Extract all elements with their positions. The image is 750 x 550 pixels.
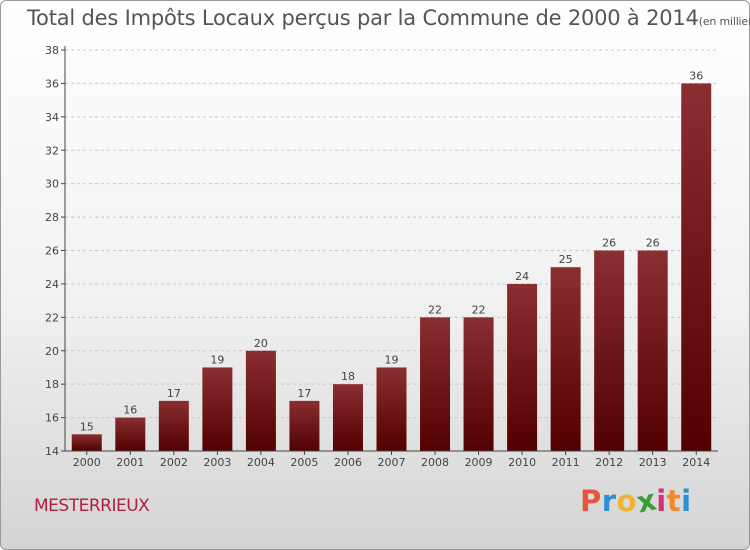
- bar-value-label: 22: [428, 303, 442, 316]
- bar-value-label: 26: [646, 237, 660, 250]
- x-tick-label: 2009: [465, 456, 493, 469]
- y-tick-label: 20: [45, 345, 59, 358]
- bar: [202, 367, 233, 451]
- chart-title: Total des Impôts Locaux perçus par la Co…: [27, 6, 750, 30]
- logo-letter: P: [580, 484, 602, 518]
- unit-label: (en milliers d'€): [698, 15, 750, 28]
- bar-value-label: 19: [385, 353, 399, 366]
- bar-value-label: 36: [689, 69, 703, 82]
- bar-value-label: 16: [123, 404, 137, 417]
- bar: [550, 267, 581, 451]
- x-tick-label: 2002: [160, 456, 188, 469]
- x-tick-label: 2014: [682, 456, 710, 469]
- proxiti-logo: Proxiti: [580, 482, 692, 519]
- bar-value-label: 24: [515, 270, 529, 283]
- y-tick-label: 26: [45, 245, 59, 258]
- x-tick-label: 2012: [595, 456, 623, 469]
- y-tick-label: 28: [45, 211, 59, 224]
- x-tick-label: 2008: [421, 456, 449, 469]
- bar-value-label: 17: [297, 387, 311, 400]
- bar: [245, 350, 276, 451]
- bar: [115, 417, 146, 451]
- y-tick-label: 38: [45, 44, 59, 57]
- bar-value-label: 17: [167, 387, 181, 400]
- bar: [71, 434, 102, 451]
- x-tick-label: 2000: [73, 456, 101, 469]
- bar: [463, 317, 494, 451]
- bar: [289, 400, 320, 451]
- x-tick-label: 2007: [378, 456, 406, 469]
- x-tick-label: 2006: [334, 456, 362, 469]
- x-tick-label: 2003: [203, 456, 231, 469]
- x-tick-label: 2004: [247, 456, 275, 469]
- logo-letter: o: [616, 484, 638, 518]
- y-tick-label: 22: [45, 311, 59, 324]
- x-tick-label: 2011: [552, 456, 580, 469]
- bar-value-label: 26: [602, 237, 616, 250]
- logo-letter: i: [656, 484, 667, 518]
- logo-letter: r: [601, 484, 617, 518]
- x-tick-label: 2001: [116, 456, 144, 469]
- bar: [594, 250, 625, 451]
- title-text: Total des Impôts Locaux perçus par la Co…: [27, 6, 699, 30]
- bar: [420, 317, 451, 451]
- y-tick-label: 32: [45, 144, 59, 157]
- bar: [507, 283, 538, 451]
- bar: [158, 400, 189, 451]
- bar-value-label: 19: [210, 353, 224, 366]
- bar-value-label: 20: [254, 337, 268, 350]
- bar-value-label: 15: [80, 420, 94, 433]
- y-tick-label: 24: [45, 278, 59, 291]
- logo-letter: t: [666, 484, 682, 518]
- x-tick-label: 2005: [290, 456, 318, 469]
- bar-value-label: 25: [559, 253, 573, 266]
- commune-name: MESTERRIEUX: [34, 496, 150, 516]
- y-tick-label: 30: [45, 178, 59, 191]
- x-tick-label: 2013: [639, 456, 667, 469]
- logo-letter: i: [681, 484, 692, 518]
- x-tick-label: 2010: [508, 456, 536, 469]
- y-tick-label: 18: [45, 378, 59, 391]
- bar-value-label: 22: [472, 303, 486, 316]
- y-tick-label: 34: [45, 111, 59, 124]
- bar-value-label: 18: [341, 370, 355, 383]
- y-tick-label: 36: [45, 77, 59, 90]
- bar: [376, 367, 407, 451]
- y-tick-label: 14: [45, 445, 59, 458]
- bar: [681, 83, 712, 452]
- bar: [332, 384, 363, 451]
- y-tick-label: 16: [45, 412, 59, 425]
- bar: [637, 250, 668, 451]
